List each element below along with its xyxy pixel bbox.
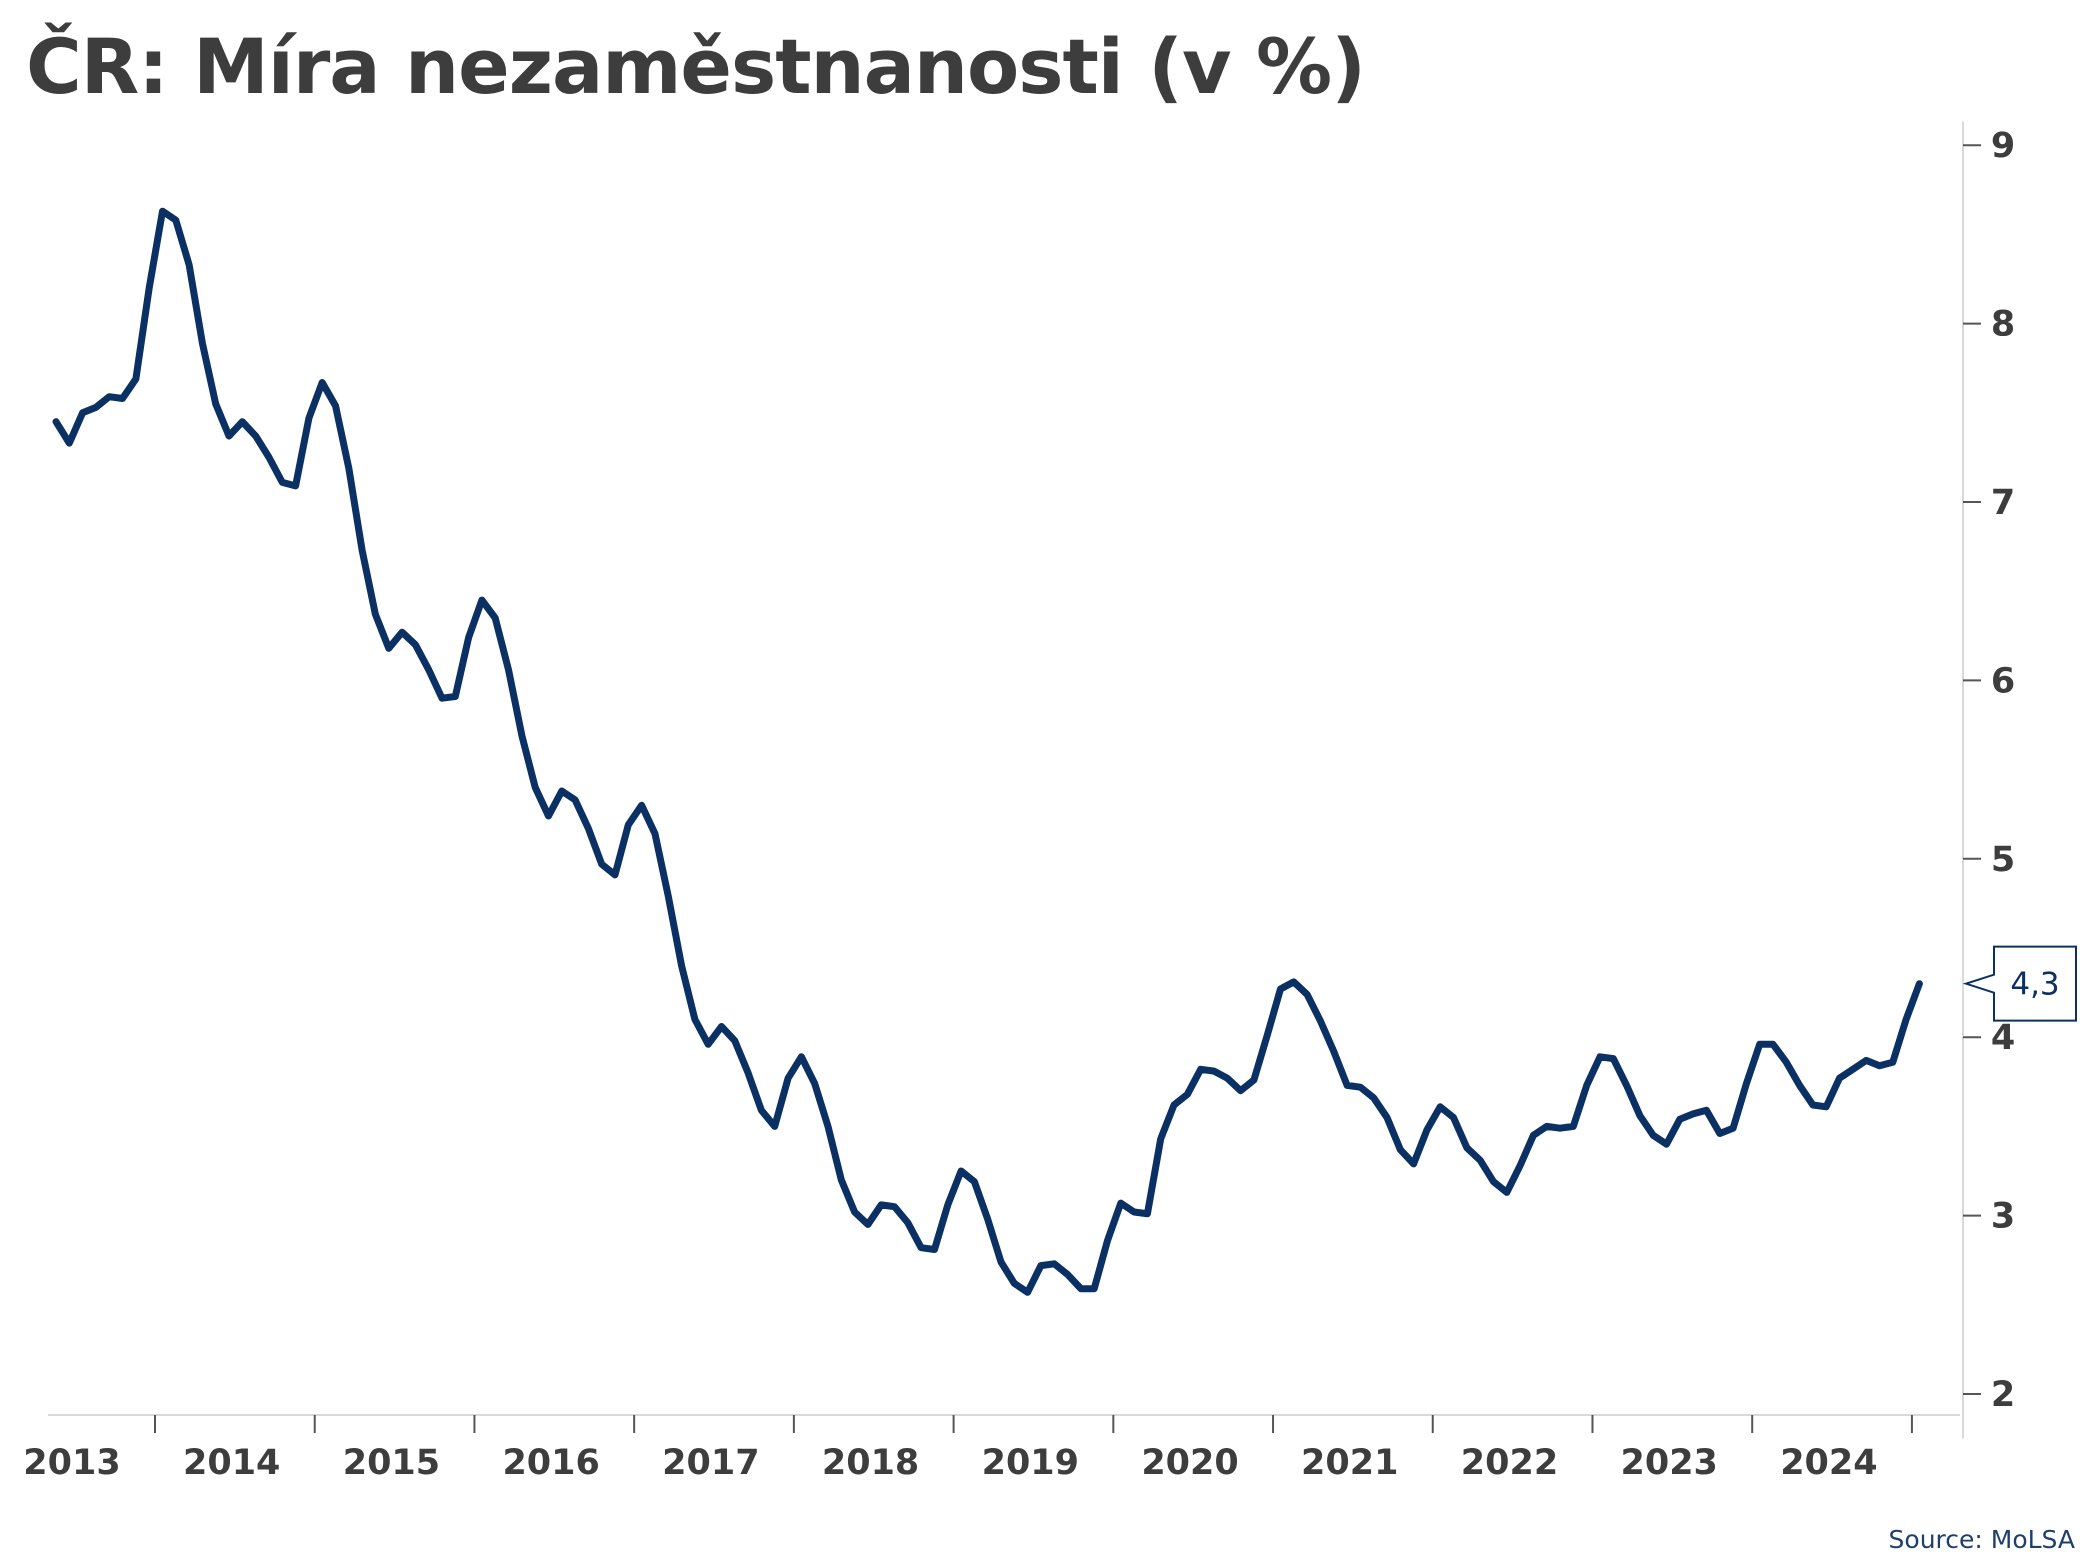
- y-tick-label: 6: [1991, 661, 2015, 701]
- last-value-callout: 4,3: [1962, 945, 2077, 1022]
- source-note: Source: MoLSA: [1888, 1525, 2075, 1554]
- x-axis: 2013 2014 2015 2016 2017 2018 2019 2020 2021 2022…: [23, 1414, 1960, 1483]
- y-tick-label: 5: [1991, 840, 2015, 880]
- y-tick-label: 2: [1991, 1375, 2015, 1415]
- callout-box: [1962, 945, 2077, 1022]
- y-axis: 2 3 4 5 6 7 8 9: [1962, 121, 2015, 1439]
- x-tick-label: 2017: [662, 1443, 759, 1483]
- y-tick-label: 8: [1991, 305, 2015, 345]
- x-tick-label: 2014: [183, 1443, 280, 1483]
- callout-label: 4,3: [2010, 967, 2059, 1003]
- y-tick-label: 7: [1991, 483, 2015, 523]
- x-tick-label: 2022: [1461, 1443, 1558, 1483]
- x-tick-label: 2013: [23, 1443, 120, 1483]
- x-tick-label: 2021: [1301, 1443, 1398, 1483]
- x-tick-label: 2023: [1620, 1443, 1717, 1483]
- series-line: [52, 207, 1923, 1296]
- x-tick-label: 2024: [1780, 1443, 1877, 1483]
- y-tick-label: 9: [1991, 126, 2015, 166]
- x-tick-label: 2015: [343, 1443, 440, 1483]
- x-tick-label: 2020: [1141, 1443, 1238, 1483]
- chart-title: ČR: Míra nezaměstnanosti (v %): [26, 22, 1366, 111]
- series-layer: [52, 207, 1923, 1296]
- x-tick-label: 2016: [502, 1443, 599, 1483]
- y-tick-label: 3: [1991, 1197, 2015, 1237]
- x-tick-label: 2018: [822, 1443, 919, 1483]
- y-tick-label: 4: [1991, 1018, 2015, 1058]
- x-tick-label: 2019: [982, 1443, 1079, 1483]
